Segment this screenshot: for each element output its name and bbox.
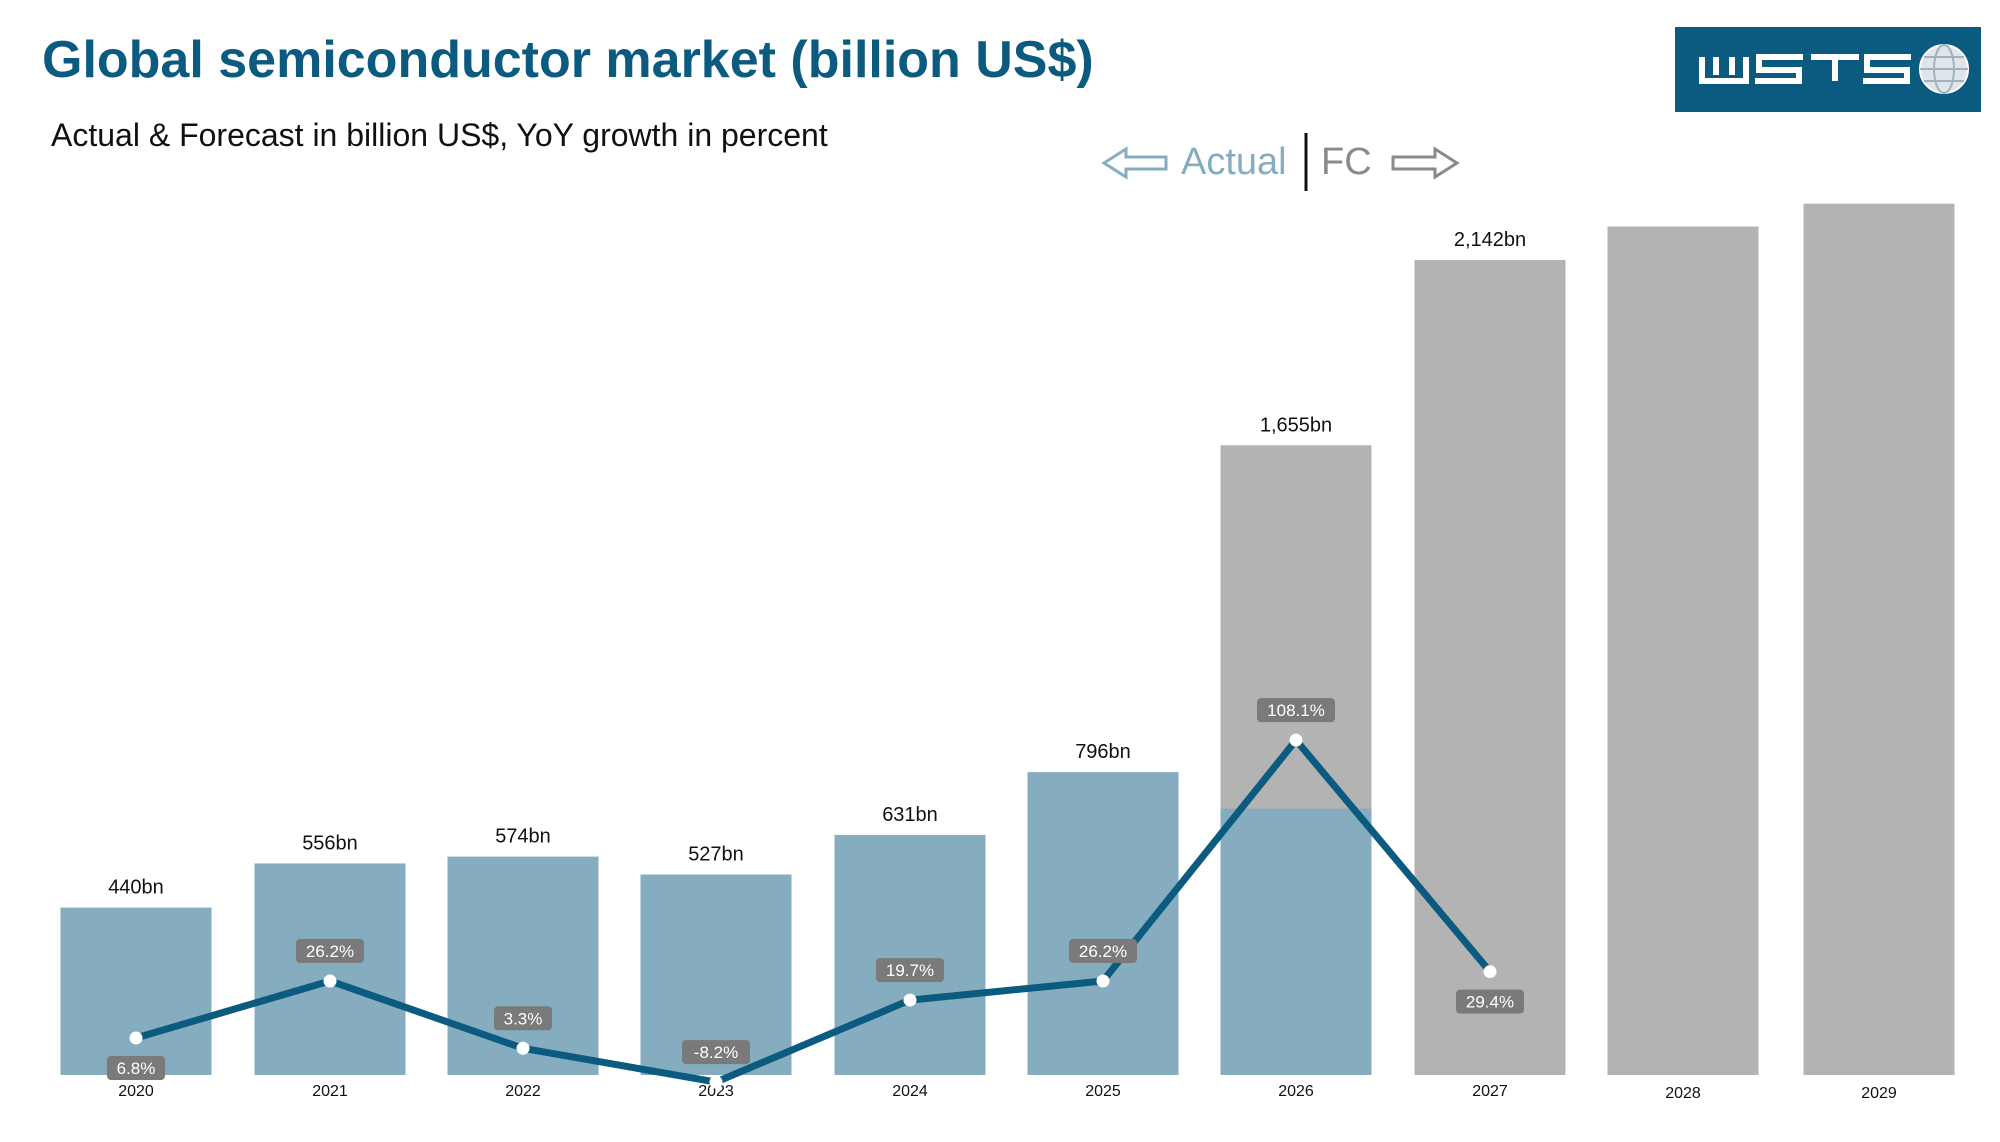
bar-2026-actual-portion: [1220, 808, 1372, 1075]
growth-label-bg-2026: [1257, 698, 1335, 723]
value-label-2023: 527bn: [688, 843, 744, 865]
bar-2022: [447, 856, 599, 1075]
bar-2025: [1027, 772, 1179, 1075]
growth-point-2026: [1289, 733, 1303, 747]
growth-point-2021: [323, 974, 337, 988]
growth-label-2024: 19.7%: [886, 961, 934, 980]
x-tick-label-2023: 2023: [698, 1083, 734, 1100]
bars-layer: [60, 203, 1955, 1076]
growth-label-2027: 29.4%: [1466, 993, 1514, 1012]
x-tick-label-2028: 2028: [1665, 1085, 1701, 1102]
growth-label-2023: -8.2%: [694, 1043, 738, 1062]
growth-point-2024: [903, 993, 917, 1007]
value-label-2025: 796bn: [1075, 741, 1131, 763]
wsts-logo-graphic: [1699, 44, 1969, 94]
value-label-2027: 2,142bn: [1454, 229, 1526, 251]
value-label-2022: 574bn: [495, 826, 551, 848]
growth-label-2026: 108.1%: [1267, 701, 1325, 720]
growth-line: [132, 736, 1494, 1086]
page-subtitle: Actual & Forecast in billion US$, YoY gr…: [51, 117, 828, 153]
growth-label-bg-2024: [876, 958, 944, 983]
growth-label-2022: 3.3%: [504, 1009, 543, 1028]
growth-label-bg-2022: [494, 1006, 552, 1031]
bar-2020: [60, 907, 212, 1075]
legend: Actual FC: [1101, 133, 1460, 191]
growth-label-2020: 6.8%: [117, 1059, 156, 1078]
x-tick-label-2026: 2026: [1278, 1083, 1314, 1100]
bar-2027: [1414, 259, 1566, 1075]
x-tick-label-2021: 2021: [312, 1083, 348, 1100]
page-title: Global semiconductor market (billion US$…: [42, 31, 1094, 89]
growth-point-2020: [129, 1031, 143, 1045]
growth-label-2025: 26.2%: [1079, 942, 1127, 961]
arrow-left-icon: [1101, 146, 1168, 180]
x-tick-label-2029: 2029: [1861, 1085, 1897, 1102]
growth-label-bg-2023: [682, 1040, 750, 1065]
x-tick-label-2027: 2027: [1472, 1083, 1508, 1100]
value-label-2021: 556bn: [302, 832, 358, 854]
value-label-2026: 1,655bn: [1260, 414, 1332, 436]
legend-forecast-label: FC: [1321, 141, 1372, 183]
growth-label-bg-2025: [1069, 938, 1137, 963]
wsts-logo: [1675, 27, 1981, 112]
legend-actual-label: Actual: [1181, 141, 1287, 183]
growth-point-2023: [709, 1075, 723, 1089]
x-tick-label-2024: 2024: [892, 1083, 928, 1100]
growth-line-layer: 6.8% 26.2% 3.3% -8.2% 19.7% 26.2% 108.1% 29.4%: [107, 698, 1524, 1089]
growth-label-bg-2021: [296, 938, 364, 963]
arrow-right-icon: [1391, 146, 1460, 180]
x-tick-label-2020: 2020: [118, 1083, 154, 1100]
globe-icon: [1919, 44, 1969, 94]
growth-point-2027: [1483, 965, 1497, 979]
value-label-2024: 631bn: [882, 804, 938, 826]
value-labels-layer: 440bn 2020 556bn 2021 574bn 2022 527bn 2023 631b…: [108, 229, 1897, 1102]
value-label-2020: 440bn: [108, 877, 164, 899]
bar-2028: [1607, 226, 1759, 1076]
growth-point-2022: [516, 1041, 530, 1055]
bar-2029: [1803, 203, 1955, 1075]
bar-2021: [254, 863, 406, 1075]
x-tick-label-2022: 2022: [505, 1083, 541, 1100]
bar-2024: [834, 834, 986, 1075]
growth-point-2025: [1096, 974, 1110, 988]
growth-label-bg-2027: [1456, 989, 1524, 1014]
x-tick-label-2025: 2025: [1085, 1083, 1121, 1100]
growth-label-2021: 26.2%: [306, 942, 354, 961]
growth-label-bg-2020: [107, 1056, 165, 1081]
